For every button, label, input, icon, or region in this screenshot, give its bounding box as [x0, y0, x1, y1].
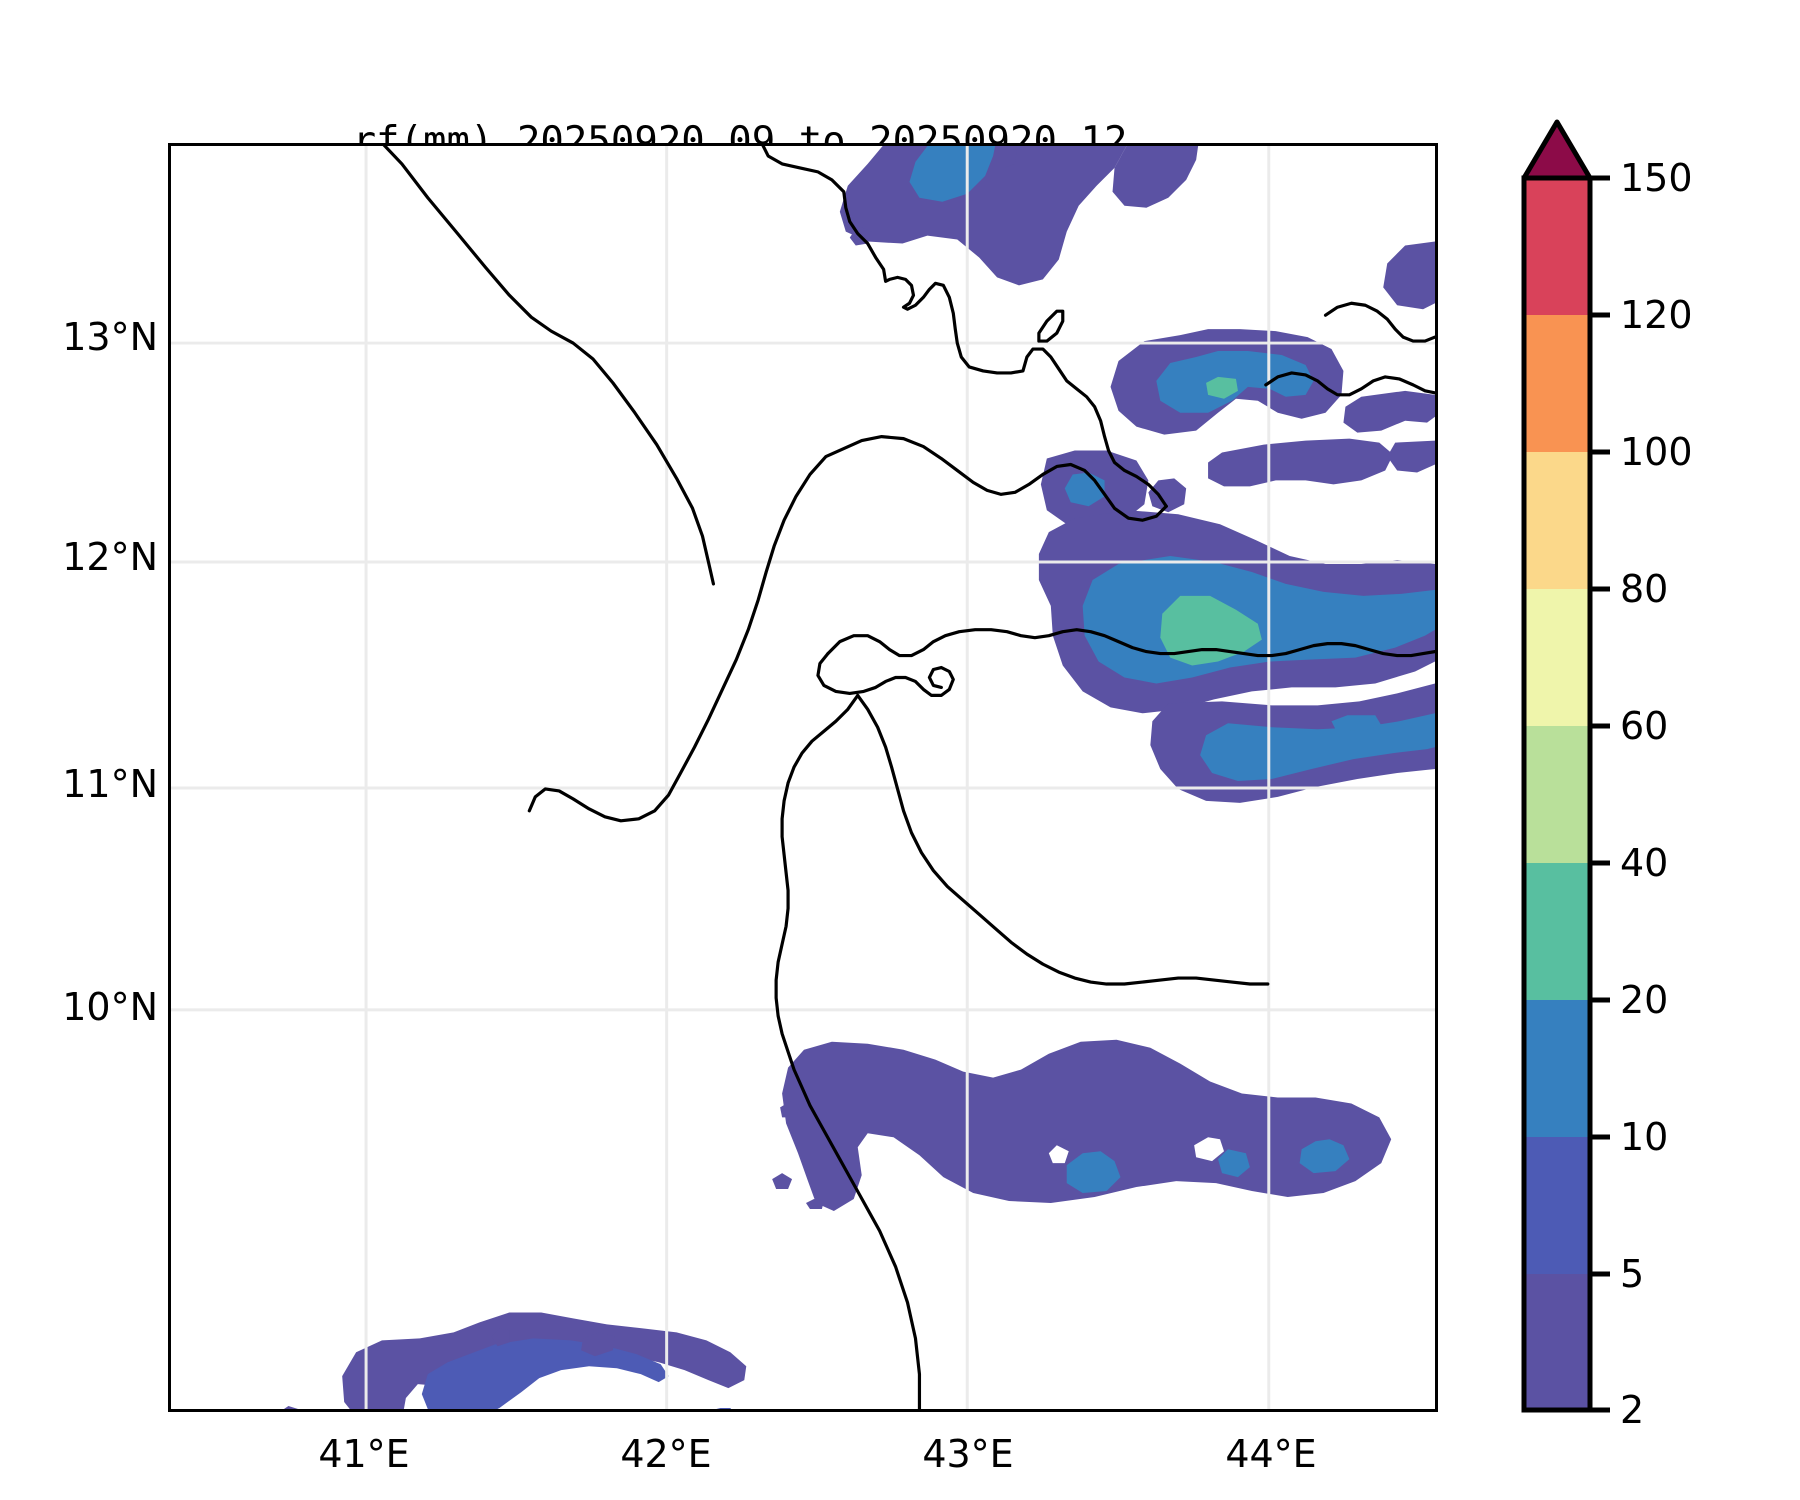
x-tick-text: 43°E [922, 1432, 1014, 1476]
border-ethiopia-djibouti-west [527, 435, 1168, 823]
y-tick-label-13N: 13°N [8, 315, 158, 359]
x-tick-text: 44°E [1225, 1432, 1317, 1476]
colorbar-extend-max-arrow [1521, 119, 1593, 181]
contour-band-5-10 [1383, 241, 1435, 310]
contour-band-5-10 [1112, 146, 1199, 208]
colorbar-label-10: 10 [1620, 1115, 1668, 1159]
contour-band-10-20 [1066, 1151, 1121, 1194]
coastline-red-sea-west [761, 146, 1168, 508]
contour-band-5-10 [1208, 438, 1394, 487]
x-tick-text: 42°E [620, 1432, 712, 1476]
colorbar-label-2: 2 [1620, 1388, 1644, 1432]
contour-band-5-10 [1387, 440, 1435, 473]
y-tick-text: 12°N [62, 535, 158, 579]
y-tick-label-10N: 10°N [8, 985, 158, 1029]
y-tick-text: 13°N [62, 315, 158, 359]
colorbar-ticks [1590, 175, 1610, 1413]
border-ethiopia-somaliland [774, 693, 922, 1409]
border-eritrea-ethiopia [382, 146, 716, 586]
colorbar-label-5: 5 [1620, 1252, 1644, 1296]
contour-band-5-10 [283, 1406, 298, 1409]
cb-label-text: 80 [1620, 567, 1669, 611]
cb-label-text: 100 [1620, 430, 1693, 474]
contour-band-10-20 [1331, 715, 1382, 732]
x-tick-text: 41°E [318, 1432, 410, 1476]
contour-band-5-10 [997, 147, 1017, 168]
contour-band-5-10 [780, 1101, 801, 1118]
colorbar-label-20: 20 [1620, 978, 1668, 1022]
colorbar-label-40: 40 [1620, 841, 1668, 885]
map-gridlines [171, 146, 1435, 1409]
x-tick-label-43E: 43°E [868, 1432, 1068, 1476]
colorbar-band-100-120 [1524, 315, 1590, 452]
contour-band-20-40 [1160, 595, 1262, 666]
colorbar-band-80-100 [1524, 452, 1590, 589]
colorbar-label-100: 100 [1620, 430, 1693, 474]
contour-band-5-10 [1343, 390, 1435, 433]
colorbar-label-60: 60 [1620, 704, 1668, 748]
cb-label-text: 2 [1620, 1388, 1645, 1432]
colorbar-outline [1521, 175, 1593, 1413]
colorbar-band-20-40 [1524, 863, 1590, 1000]
colorbar-label-120: 120 [1620, 293, 1693, 337]
colorbar: 150 120 100 80 60 40 20 10 5 2 [1521, 119, 1693, 1432]
border-djibouti-somaliland [856, 693, 1270, 986]
cb-label-text: 120 [1620, 293, 1693, 337]
contour-band-5-10 [1148, 478, 1187, 513]
rainfall-contour-fills [283, 146, 1435, 1409]
contour-hole [1194, 1137, 1225, 1162]
coastline-gulf-of-tadjoura [826, 628, 1435, 658]
coastlines-and-borders [382, 146, 1435, 1409]
contour-band-10-20 [1200, 713, 1435, 781]
contour-band-5-10 [772, 1173, 793, 1190]
contour-band-20-40 [1206, 376, 1238, 399]
cb-label-text: 150 [1620, 156, 1693, 200]
map-canvas [171, 146, 1435, 1409]
coastline-north-east-fragment [1264, 371, 1435, 397]
coastline-tadjoura-south-shore [816, 651, 955, 697]
y-tick-text: 11°N [62, 762, 158, 806]
island-outline [1037, 309, 1065, 343]
colorbar-band-40-60 [1524, 726, 1590, 863]
colorbar-label-150: 150 [1620, 156, 1693, 200]
colorbar-band-2-5 [1524, 1274, 1590, 1410]
contour-band-10-20 [421, 1338, 669, 1409]
contour-band-10-20 [1218, 1149, 1250, 1178]
y-tick-label-12N: 12°N [8, 535, 158, 579]
coastline-north-east-fragment-2 [1323, 301, 1435, 343]
contour-hole [1048, 1145, 1069, 1164]
cb-label-text: 20 [1620, 978, 1669, 1022]
contour-band-10-20 [1299, 1139, 1350, 1174]
x-tick-label-44E: 44°E [1171, 1432, 1371, 1476]
contour-band-5-10 [805, 1198, 824, 1209]
cb-label-text: 5 [1620, 1252, 1645, 1296]
x-tick-label-41E: 41°E [264, 1432, 464, 1476]
cb-label-text: 60 [1620, 704, 1669, 748]
contour-band-5-10 [491, 1328, 510, 1347]
colorbar-band-10-20 [1524, 1000, 1590, 1137]
cb-label-text: 40 [1620, 841, 1669, 885]
map-plot-area [168, 143, 1438, 1412]
y-tick-label-11N: 11°N [8, 762, 158, 806]
colorbar-band-5-10 [1524, 1137, 1590, 1274]
colorbar-band-60-80 [1524, 589, 1590, 726]
colorbar-band-120-150 [1524, 178, 1590, 315]
colorbar-label-80: 80 [1620, 567, 1668, 611]
contour-band-5-10 [581, 1332, 615, 1357]
cb-label-text: 10 [1620, 1115, 1669, 1159]
y-tick-text: 10°N [62, 985, 158, 1029]
contour-band-10-20 [909, 146, 996, 202]
contour-band-10-20 [716, 1408, 732, 1409]
colorbar-swatches [1521, 119, 1610, 1413]
x-tick-label-42E: 42°E [566, 1432, 766, 1476]
